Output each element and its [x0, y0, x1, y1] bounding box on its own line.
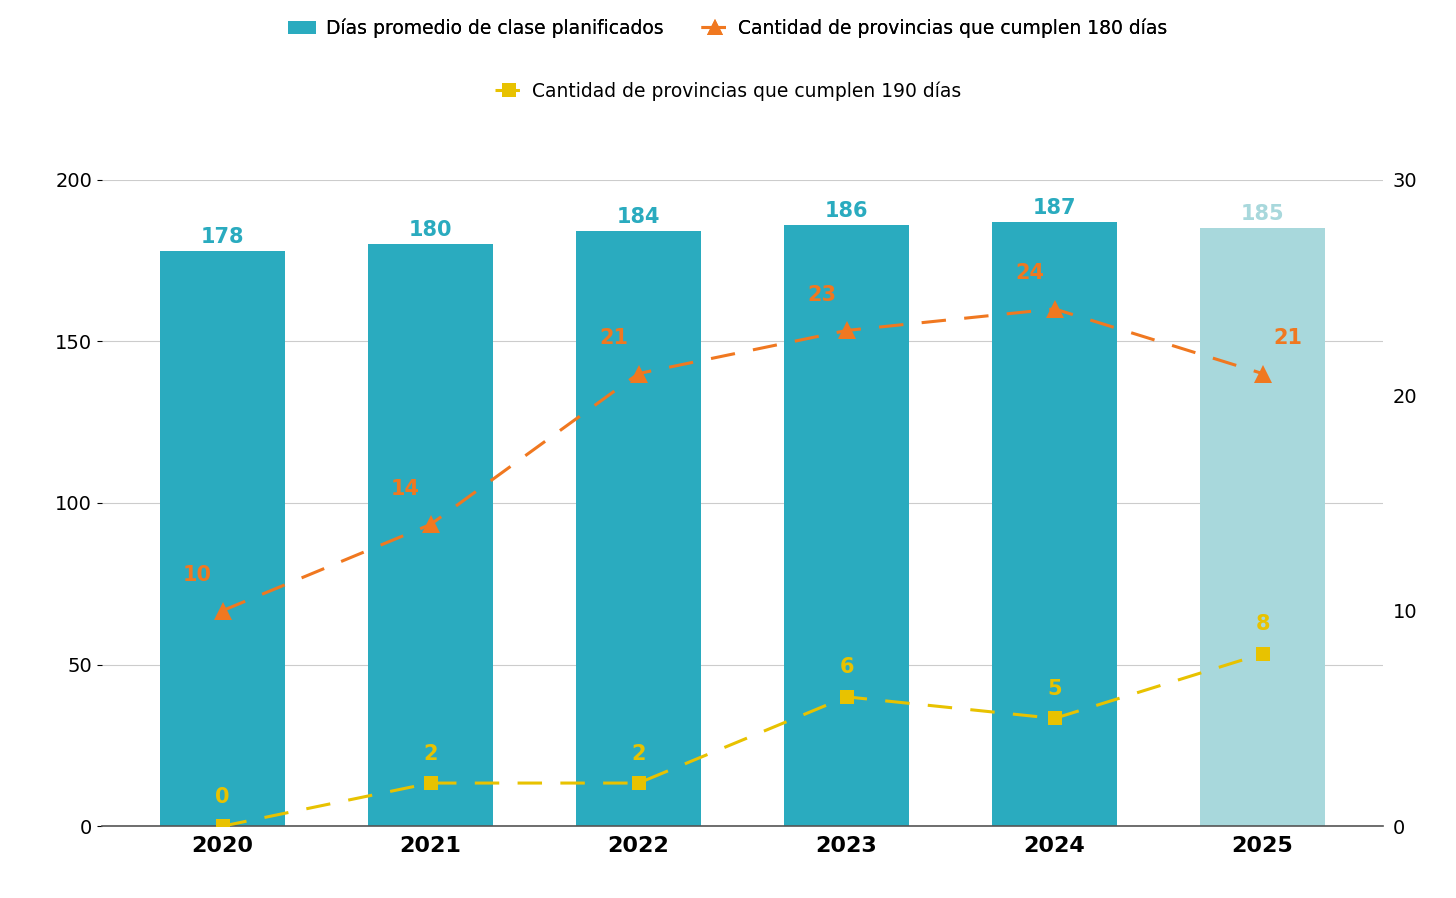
Bar	[160, 251, 285, 826]
Text: 23: 23	[807, 285, 836, 304]
Text: 21: 21	[598, 328, 628, 348]
Text: 185: 185	[1241, 204, 1284, 224]
Text: 0: 0	[215, 787, 230, 806]
Legend: Días promedio de clase planificados, Cantidad de provincias que cumplen 180 días: Días promedio de clase planificados, Can…	[288, 18, 1168, 38]
Bar	[785, 224, 909, 826]
Text: 187: 187	[1032, 198, 1076, 217]
Bar	[1200, 228, 1325, 826]
Text: 2: 2	[424, 744, 438, 763]
Text: 186: 186	[824, 201, 868, 221]
Text: 24: 24	[1015, 263, 1044, 283]
Text: 184: 184	[617, 207, 661, 227]
Text: 14: 14	[392, 479, 421, 498]
Text: 180: 180	[409, 220, 453, 241]
Bar	[577, 232, 700, 826]
Text: 178: 178	[201, 227, 245, 247]
Bar	[368, 244, 494, 826]
Bar	[992, 222, 1117, 826]
Text: 8: 8	[1255, 614, 1270, 634]
Legend: Cantidad de provincias que cumplen 190 días: Cantidad de provincias que cumplen 190 d…	[495, 81, 961, 101]
Text: 10: 10	[183, 565, 213, 585]
Text: 2: 2	[632, 744, 646, 763]
Text: 6: 6	[839, 657, 853, 677]
Text: 21: 21	[1273, 328, 1302, 348]
Text: 5: 5	[1047, 679, 1061, 699]
